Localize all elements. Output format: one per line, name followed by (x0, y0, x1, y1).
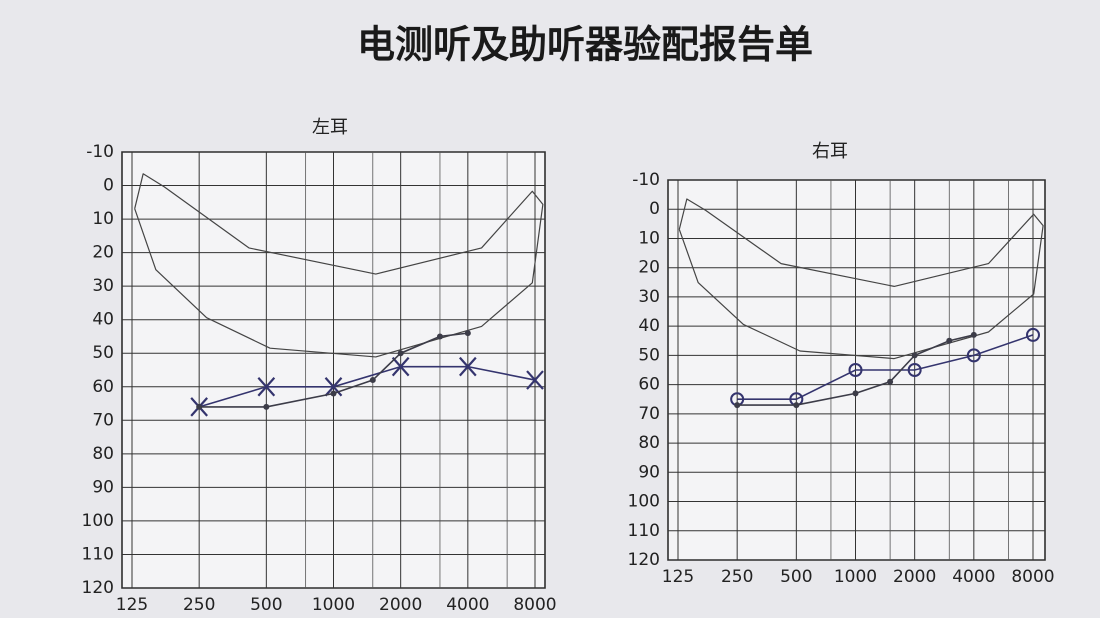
x-tick-label: 2000 (893, 567, 936, 587)
x-stroke (391, 356, 410, 377)
y-tick-label: -10 (632, 170, 660, 190)
dot-marker (852, 390, 859, 397)
x-tick-label: 1000 (312, 595, 355, 615)
y-tick-label: 90 (638, 462, 660, 482)
dot-marker (330, 390, 337, 397)
y-tick-label: 30 (638, 287, 660, 307)
y-tick-label: 120 (82, 578, 114, 598)
dot-marker (793, 402, 800, 409)
x-tick-label: 4000 (952, 567, 995, 587)
x-tick-label: 1000 (834, 567, 877, 587)
y-tick-label: 0 (103, 176, 114, 196)
y-tick-label: 70 (638, 404, 660, 424)
y-tick-label: 110 (82, 544, 114, 564)
dot-marker (464, 330, 471, 337)
x-marker (391, 356, 410, 377)
y-tick-label: 50 (638, 345, 660, 365)
x-marker (526, 370, 544, 390)
plot-area (667, 179, 1046, 561)
dot-marker (970, 331, 977, 338)
y-tick-label: 100 (628, 492, 660, 512)
x-tick-label: 500 (780, 567, 812, 587)
speech-banana (678, 198, 1044, 360)
dot-marker (369, 377, 376, 384)
x-stroke (526, 370, 544, 390)
dot-marker (734, 402, 741, 409)
dot-marker (436, 333, 443, 340)
y-tick-label: 20 (638, 258, 660, 278)
x-tick-label: 8000 (1011, 567, 1054, 587)
y-tick-label: 110 (628, 521, 660, 541)
series-line (198, 365, 536, 408)
series-line (737, 334, 1034, 401)
y-tick-label: 30 (92, 276, 114, 296)
y-tick-label: 50 (92, 343, 114, 363)
y-tick-label: -10 (86, 142, 114, 162)
x-marker (257, 377, 276, 397)
x-stroke (324, 377, 343, 397)
y-tick-label: 40 (638, 316, 660, 336)
y-tick-label: 0 (649, 199, 660, 219)
x-tick-label: 250 (721, 567, 753, 587)
report-title: 电测听及助听器验配报告单 (357, 22, 813, 67)
x-tick-label: 500 (250, 595, 282, 615)
chart-subtitle: 左耳 (312, 117, 348, 138)
dot-marker (196, 403, 203, 410)
x-tick-label: 125 (662, 567, 694, 587)
dot-marker (911, 352, 918, 359)
chart-subtitle: 右耳 (812, 141, 848, 162)
dot-marker (397, 350, 404, 357)
dot-marker (263, 403, 270, 410)
x-tick-label: 125 (116, 595, 148, 615)
dot-marker (887, 378, 894, 385)
x-marker (324, 377, 343, 397)
y-tick-label: 60 (92, 377, 114, 397)
y-tick-label: 80 (92, 444, 114, 464)
y-tick-label: 40 (92, 310, 114, 330)
x-tick-label: 4000 (446, 595, 489, 615)
y-tick-label: 10 (92, 209, 114, 229)
y-tick-label: 10 (638, 228, 660, 248)
y-tick-label: 60 (638, 375, 660, 395)
o-marker (1026, 327, 1040, 342)
o-marker (966, 348, 981, 363)
x-tick-label: 250 (183, 595, 215, 615)
y-tick-label: 100 (82, 511, 114, 531)
speech-banana (134, 173, 544, 358)
y-tick-label: 120 (628, 550, 660, 570)
x-tick-label: 2000 (379, 595, 422, 615)
o-marker (907, 363, 922, 377)
y-tick-label: 20 (92, 243, 114, 263)
x-stroke (257, 377, 276, 397)
x-marker (459, 356, 477, 377)
o-marker (848, 363, 863, 377)
x-tick-label: 8000 (513, 595, 556, 615)
y-tick-label: 80 (638, 433, 660, 453)
x-stroke (459, 356, 477, 377)
y-tick-label: 90 (92, 477, 114, 497)
dot-marker (946, 337, 953, 344)
y-tick-label: 70 (92, 410, 114, 430)
